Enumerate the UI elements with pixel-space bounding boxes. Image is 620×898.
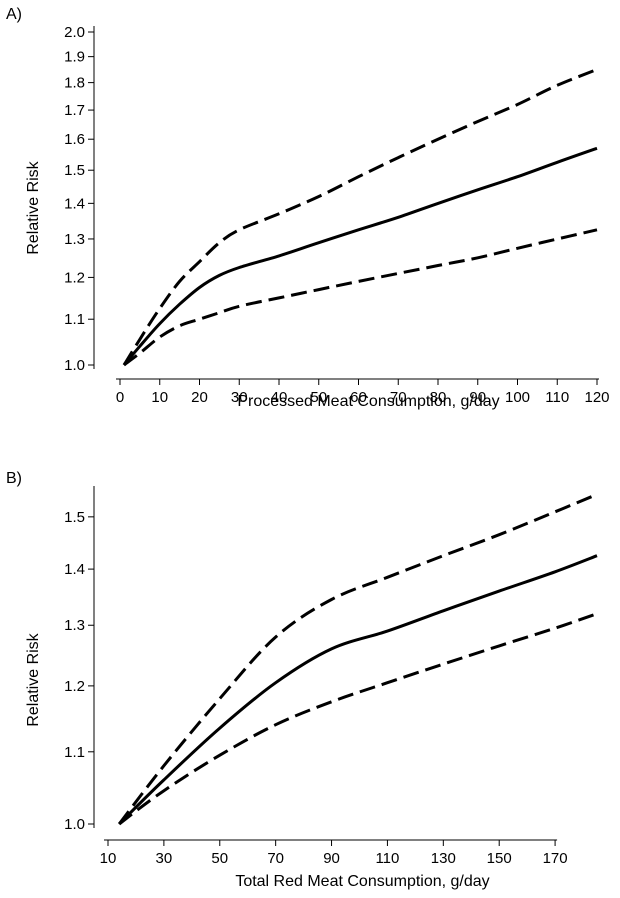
panel-b-label: B) <box>6 470 22 487</box>
x-tick-label: 10 <box>100 850 117 867</box>
y-tick-label: 1.1 <box>64 311 85 328</box>
y-tick-label: 1.9 <box>64 49 85 66</box>
y-tick-label: 1.4 <box>64 561 85 578</box>
x-tick-label: 110 <box>375 850 399 867</box>
x-tick-label: 80 <box>430 389 447 406</box>
x-tick-label: 50 <box>310 389 327 406</box>
y-tick-label: 2.0 <box>64 24 85 41</box>
y-tick-label: 1.2 <box>64 269 85 286</box>
chart-panel-a: 1.0 1.1 1.2 1.3 1.4 1.5 1.6 1.7 1.8 1.9 2.0 0 10 20 30… <box>25 24 610 410</box>
y-tick-label: 1.7 <box>64 102 85 119</box>
x-tick-label: 100 <box>505 389 530 406</box>
x-tick-label: 60 <box>350 389 367 406</box>
x-tick-label: 130 <box>431 850 456 867</box>
upper-confidence-line <box>122 68 598 366</box>
x-axis-title: Processed Meat Consumption, g/day <box>237 393 499 410</box>
relative-risk-line <box>118 554 598 826</box>
x-tick-label: 150 <box>487 850 512 867</box>
y-axis-title: Relative Risk <box>25 632 42 726</box>
x-tick-label: 70 <box>390 389 407 406</box>
upper-confidence-line <box>118 493 598 825</box>
x-tick-label: 50 <box>211 850 228 867</box>
y-tick-label: 1.8 <box>64 75 85 92</box>
y-tick-label: 1.5 <box>64 509 85 526</box>
x-tick-label: 70 <box>267 850 284 867</box>
x-tick-label: 40 <box>271 389 288 406</box>
relative-risk-line <box>122 146 598 366</box>
x-tick-label: 30 <box>156 850 173 867</box>
y-tick-label: 1.3 <box>64 231 85 248</box>
y-tick-label: 1.3 <box>64 617 85 634</box>
x-tick-label: 30 <box>231 389 248 406</box>
y-tick-label: 1.1 <box>64 744 85 761</box>
y-tick-label: 1.0 <box>64 357 85 374</box>
x-tick-label: 170 <box>543 850 568 867</box>
y-tick-label: 1.0 <box>64 816 85 833</box>
x-tick-label: 0 <box>116 389 124 406</box>
x-tick-label: 20 <box>191 389 208 406</box>
chart-panel-b: 1.0 1.1 1.2 1.3 1.4 1.5 10 30 50 70 90 110 130 150 170… <box>25 486 598 890</box>
panel-a-label: A) <box>6 6 22 23</box>
y-tick-label: 1.6 <box>64 131 85 148</box>
x-axis-title: Total Red Meat Consumption, g/day <box>235 873 489 890</box>
x-tick-label: 10 <box>151 389 168 406</box>
lower-confidence-line <box>123 228 598 367</box>
y-tick-label: 1.4 <box>64 195 85 212</box>
lower-confidence-line <box>118 612 598 826</box>
y-axis-title: Relative Risk <box>25 160 42 254</box>
x-tick-label: 120 <box>584 389 609 406</box>
x-tick-label: 110 <box>545 389 569 406</box>
y-tick-label: 1.5 <box>64 162 85 179</box>
x-tick-label: 90 <box>469 389 486 406</box>
y-tick-label: 1.2 <box>64 678 85 695</box>
x-tick-label: 90 <box>323 850 340 867</box>
